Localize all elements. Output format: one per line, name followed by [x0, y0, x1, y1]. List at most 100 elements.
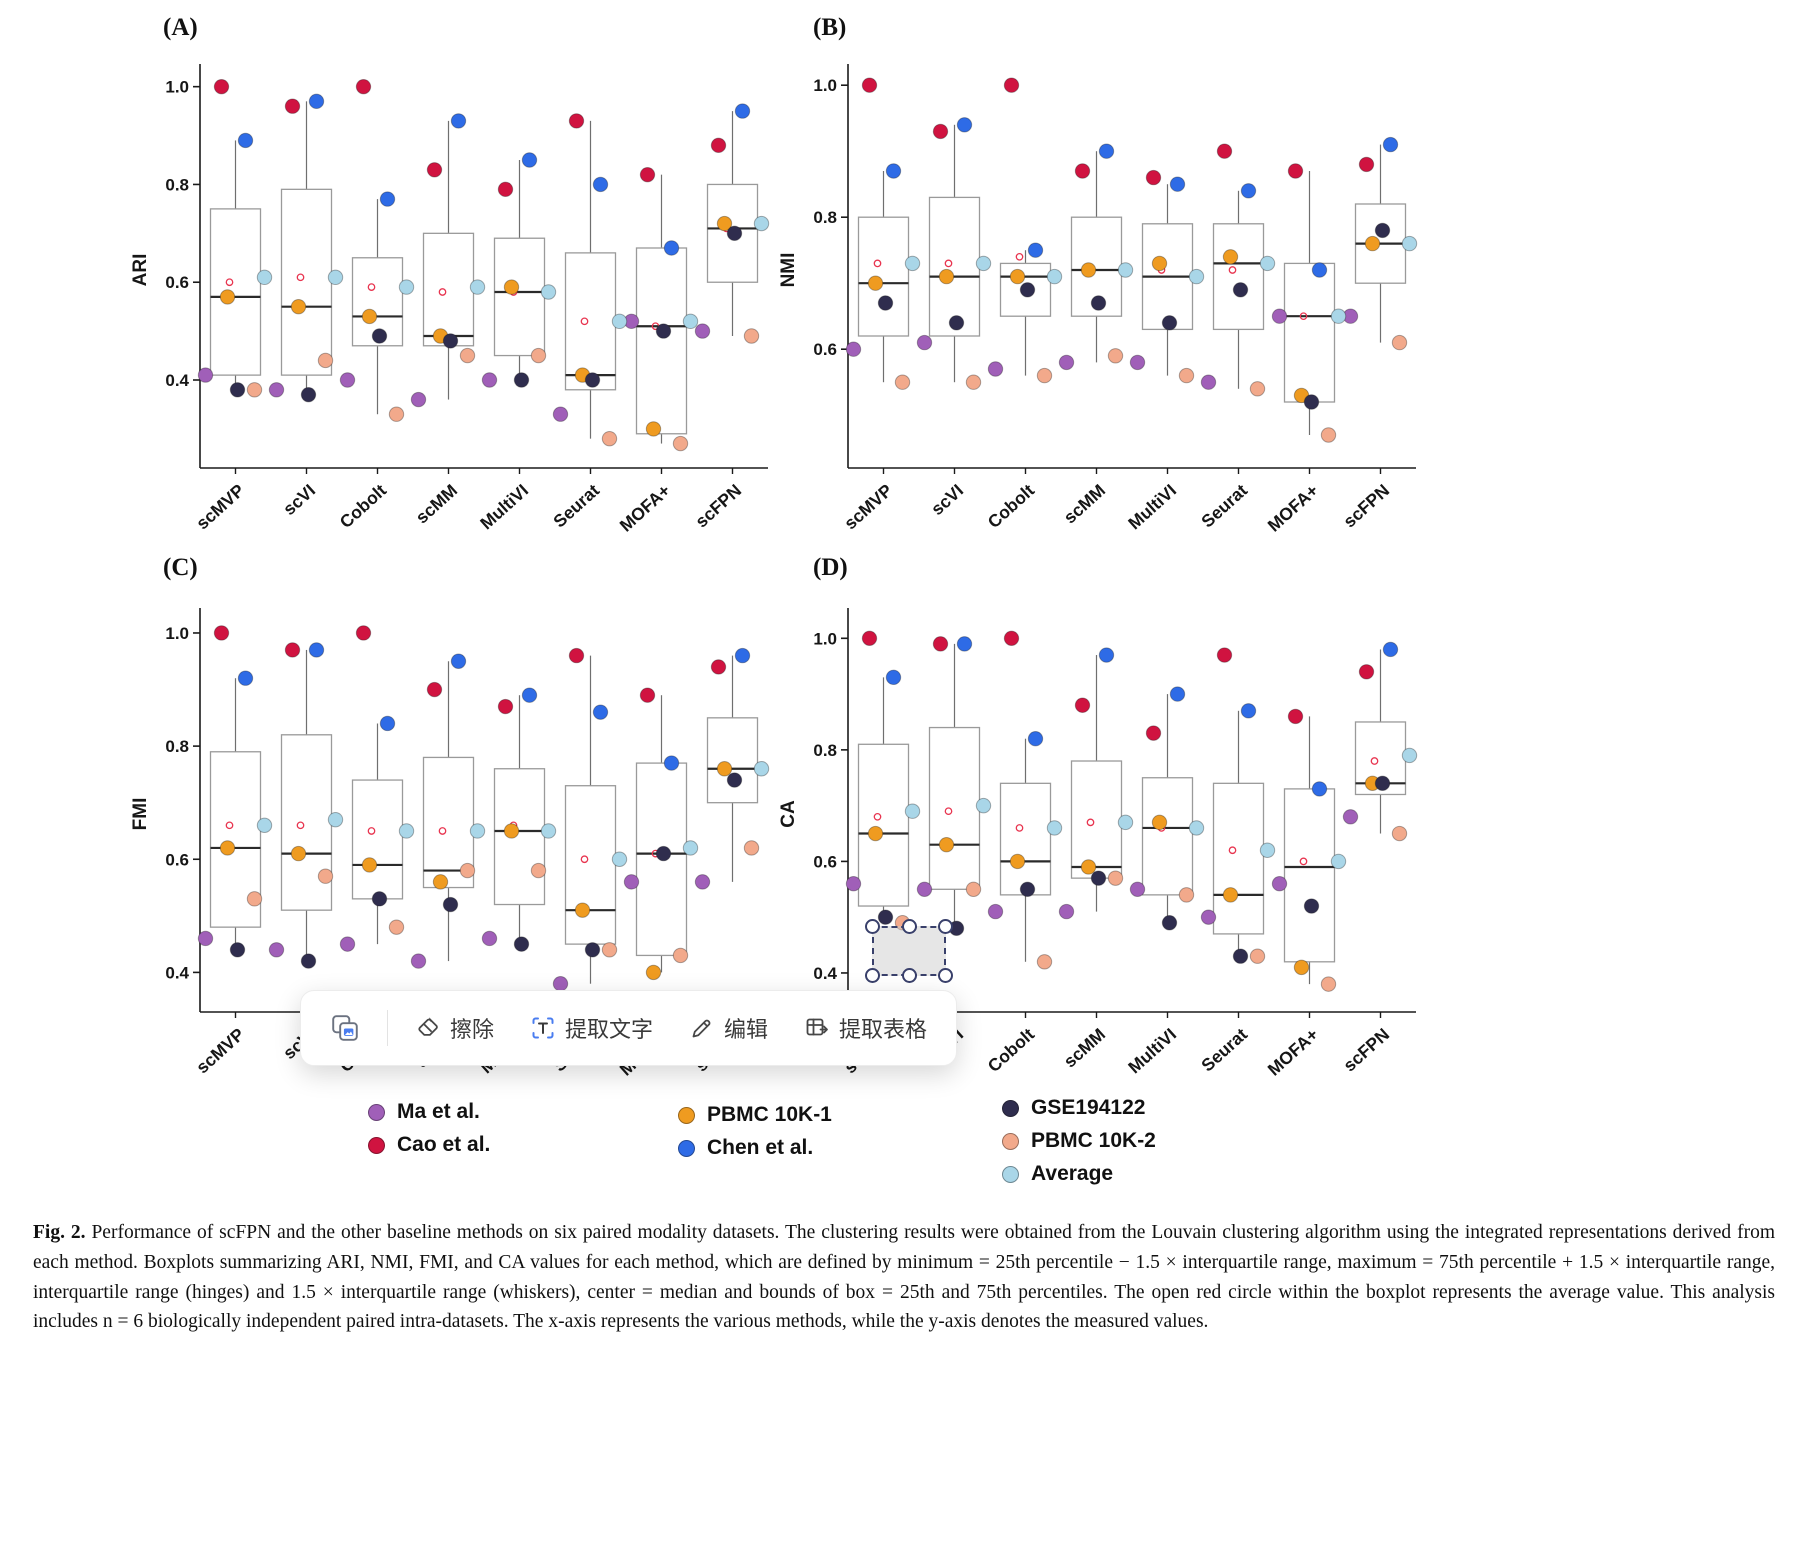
mean-marker	[873, 812, 882, 821]
box-scVI	[928, 196, 981, 337]
erase-button[interactable]: 擦除	[400, 1002, 509, 1054]
x-tick-label-Cobolt: Cobolt	[336, 480, 391, 532]
selection-handle[interactable]	[938, 919, 953, 934]
copy-screenshot-icon	[330, 1013, 360, 1043]
selection-handle[interactable]	[938, 968, 953, 983]
y-tick-label: 0.8	[165, 737, 189, 756]
selection-handle[interactable]	[865, 968, 880, 983]
mean-marker	[1086, 818, 1095, 827]
point-chen-et-al-	[885, 163, 902, 179]
box-scMVP	[857, 216, 910, 337]
legend-dot-icon	[678, 1106, 695, 1124]
point-gse194122	[1090, 295, 1107, 311]
point-ma-et-al-	[1342, 809, 1359, 825]
mean-marker	[944, 807, 953, 816]
point-ma-et-al-	[987, 361, 1004, 377]
legend-column-2: PBMC 10K-1 Chen et al.	[678, 1103, 832, 1160]
point-pbmc-10k-1	[219, 840, 236, 856]
point-chen-et-al-	[592, 176, 609, 193]
point-ma-et-al-	[410, 391, 427, 408]
box-Seurat	[564, 785, 617, 945]
point-ma-et-al-	[410, 953, 427, 969]
box-MOFA+	[635, 247, 688, 435]
point-average	[1330, 308, 1347, 324]
point-cao-et-al-	[1216, 143, 1233, 159]
box-scMVP	[209, 208, 262, 376]
point-pbmc-10k-2	[1107, 348, 1124, 364]
y-tick-label: 1.0	[813, 629, 837, 648]
point-average	[975, 255, 992, 272]
point-cao-et-al-	[284, 642, 301, 658]
point-pbmc-10k-1	[867, 825, 884, 842]
point-pbmc-10k-1	[938, 268, 955, 285]
x-tick-label-MOFA+: MOFA+	[616, 480, 675, 536]
point-chen-et-al-	[237, 670, 254, 686]
point-average	[611, 313, 628, 330]
point-cao-et-al-	[1145, 169, 1162, 186]
point-cao-et-al-	[1003, 630, 1020, 647]
point-cao-et-al-	[1074, 163, 1091, 179]
point-average	[469, 279, 486, 295]
point-pbmc-10k-2	[1036, 367, 1053, 384]
legend-item: Average	[1002, 1162, 1156, 1186]
x-tick-label-scFPN: scFPN	[1339, 480, 1393, 531]
point-pbmc-10k-1	[1293, 959, 1310, 976]
point-pbmc-10k-2	[601, 430, 618, 447]
point-average	[682, 840, 699, 856]
box-scVI	[280, 734, 333, 911]
point-gse194122	[1090, 870, 1107, 886]
point-cao-et-al-	[710, 137, 727, 154]
point-pbmc-10k-1	[716, 215, 733, 232]
point-chen-et-al-	[1027, 731, 1044, 747]
selection-annotation[interactable]	[865, 919, 953, 983]
legend-dot-icon	[368, 1136, 385, 1154]
copy-screenshot-button[interactable]	[315, 1003, 375, 1053]
point-average	[904, 255, 921, 272]
point-pbmc-10k-2	[743, 328, 760, 344]
point-average	[1046, 820, 1063, 836]
point-pbmc-10k-1	[1009, 268, 1026, 285]
panel-b-chart: 0.6 0.8 1.0 NMI scMVP scVI Cobolt scMM MultiVI Se…	[778, 64, 1418, 536]
point-chen-et-al-	[1311, 781, 1328, 797]
point-chen-et-al-	[663, 755, 680, 771]
point-cao-et-al-	[932, 123, 949, 140]
point-pbmc-10k-2	[317, 352, 334, 369]
edit-label: 编辑	[724, 1017, 769, 1042]
point-pbmc-10k-2	[601, 942, 618, 958]
point-pbmc-10k-2	[530, 347, 547, 364]
extract-text-button[interactable]: 提取文字	[515, 1002, 668, 1054]
point-gse194122	[655, 845, 672, 862]
point-chen-et-al-	[1098, 143, 1115, 159]
point-chen-et-al-	[1098, 647, 1115, 663]
point-ma-et-al-	[623, 874, 640, 890]
selection-handle[interactable]	[865, 919, 880, 934]
point-pbmc-10k-1	[1222, 887, 1239, 903]
y-tick-label: 0.6	[813, 340, 837, 359]
point-pbmc-10k-1	[938, 836, 955, 853]
point-average	[327, 269, 344, 286]
point-ma-et-al-	[339, 936, 356, 952]
box-scVI	[928, 726, 981, 890]
point-pbmc-10k-1	[290, 298, 307, 315]
mean-marker	[1299, 312, 1308, 321]
point-cao-et-al-	[355, 78, 372, 95]
selection-handle[interactable]	[901, 919, 917, 934]
point-cao-et-al-	[1358, 664, 1375, 680]
box-MultiVI	[1141, 777, 1194, 896]
point-average	[904, 803, 921, 819]
x-tick-label-MOFA+: MOFA+	[1264, 480, 1323, 536]
x-tick-label-Seurat: Seurat	[1197, 480, 1251, 531]
y-tick-label: 0.8	[813, 741, 837, 760]
point-ma-et-al-	[1200, 909, 1217, 925]
x-tick-label-MultiVI: MultiVI	[1124, 480, 1180, 533]
point-chen-et-al-	[592, 704, 609, 720]
point-cao-et-al-	[426, 162, 443, 178]
edit-button[interactable]: 编辑	[674, 1002, 783, 1054]
point-cao-et-al-	[355, 625, 372, 641]
point-cao-et-al-	[710, 659, 727, 675]
point-chen-et-al-	[379, 191, 396, 207]
extract-table-button[interactable]: 提取表格	[789, 1002, 942, 1054]
eraser-icon	[415, 1015, 441, 1041]
selection-handle[interactable]	[901, 968, 917, 983]
extract-table-label: 提取表格	[839, 1017, 928, 1042]
